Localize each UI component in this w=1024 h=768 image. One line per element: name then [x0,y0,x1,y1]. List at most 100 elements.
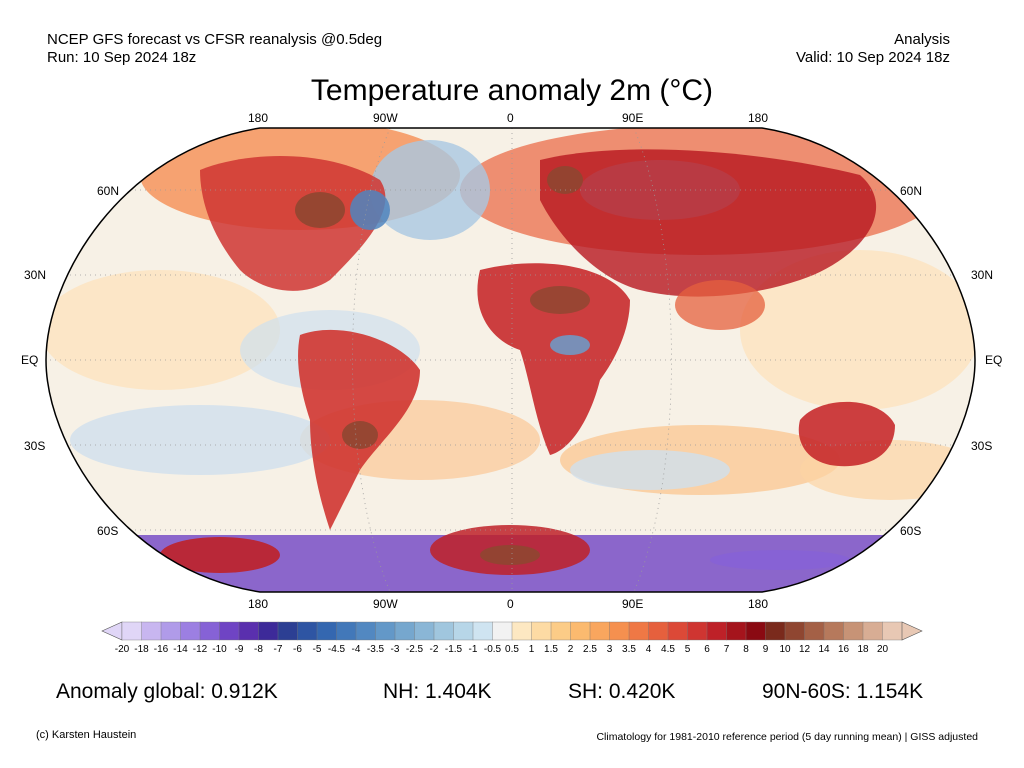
colorbar-swatch [277,621,298,641]
colorbar-tick-label: -20 [115,644,130,655]
colorbar-tick-label: 2.5 [583,644,597,655]
colorbar-swatch [472,621,493,641]
colorbar-swatch [687,621,708,641]
colorbar-swatch [648,621,669,641]
colorbar-tick-label: 16 [838,644,850,655]
colorbar-swatch [453,621,474,641]
colorbar-swatch [745,621,766,641]
colorbar-tick-label: -4.5 [328,644,346,655]
lat-label-right-30n: 30N [971,268,994,282]
colorbar-tick-label: -10 [212,644,227,655]
colorbar-tick-label: -1 [469,644,478,655]
colorbar-swatch [511,621,532,641]
lon-label-bottom-180w: 180 [248,597,269,611]
colorbar-swatch [706,621,727,641]
colorbar-tick-label: 10 [779,644,791,655]
colorbar-swatch [589,621,610,641]
colorbar-tick-label: 3 [607,644,613,655]
colorbar-swatch [355,621,376,641]
colorbar-swatch [180,621,201,641]
analysis-label: Analysis [894,31,950,48]
climatology-note: Climatology for 1981-2010 reference peri… [596,731,978,743]
colorbar-tick-label: -3.5 [367,644,385,655]
colorbar-swatch [823,621,844,641]
colorbar-tick-label: -5 [313,644,322,655]
colorbar-tick-label: 1.5 [544,644,558,655]
lat-label-right-60n: 60N [900,184,923,198]
lon-label-top-90w: 90W [373,111,398,125]
colorbar-swatch [843,621,864,641]
colorbar-swatch [297,621,318,641]
colorbar-swatch [492,621,513,641]
colorbar-swatch [882,621,903,641]
colorbar-tick-label: -6 [293,644,302,655]
stat-nh-anomaly: NH: 1.404K [383,680,492,703]
colorbar-tick-label: 1 [529,644,535,655]
lat-label-right-eq: EQ [985,353,1003,367]
lon-label-bottom-90e: 90E [622,597,644,611]
colorbar-swatch [531,621,552,641]
colorbar-swatch [765,621,786,641]
colorbar-swatch [238,621,259,641]
stat-global-anomaly: Anomaly global: 0.912K [56,680,278,703]
colorbar-swatch [784,621,805,641]
stat-arctic-anomaly: 90N-60S: 1.154K [762,680,924,703]
colorbar-extension-low [101,621,123,641]
colorbar-swatch [375,621,396,641]
colorbar-tick-label: -2 [430,644,439,655]
colorbar-swatch [628,621,649,641]
lat-label-left-30n: 30N [24,268,47,282]
colorbar-swatch [219,621,240,641]
lon-label-top-180w: 180 [248,111,269,125]
map-title: Temperature anomaly 2m (°C) [310,74,714,107]
credit: (c) Karsten Haustein [36,729,137,741]
colorbar-swatch [394,621,415,641]
lon-label-top-180e: 180 [748,111,769,125]
colorbar-tick-label: -9 [235,644,244,655]
colorbar-swatch [336,621,357,641]
colorbar-swatch [667,621,688,641]
colorbar-tick-label: -0.5 [484,644,502,655]
colorbar-swatch [160,621,181,641]
lat-label-left-30s: 30S [24,439,46,453]
colorbar-tick-label: 18 [857,644,869,655]
colorbar-tick-label: 0.5 [505,644,519,655]
colorbar-swatch [550,621,571,641]
lat-label-left-eq: EQ [21,353,39,367]
colorbar-tick-label: 9 [763,644,769,655]
colorbar-swatch [258,621,279,641]
colorbar-swatch [726,621,747,641]
colorbar-tick-label: -4 [352,644,361,655]
colorbar-swatch [199,621,220,641]
stat-sh-anomaly: SH: 0.420K [568,680,676,703]
colorbar-swatch [414,621,435,641]
run-time: Run: 10 Sep 2024 18z [47,49,197,66]
colorbar-swatch [316,621,337,641]
model-description: NCEP GFS forecast vs CFSR reanalysis @0.… [47,31,383,48]
colorbar-swatch [862,621,883,641]
colorbar-tick-label: -3 [391,644,400,655]
lat-label-left-60s: 60S [97,524,119,538]
lat-label-right-60s: 60S [900,524,922,538]
lat-label-right-30s: 30S [971,439,993,453]
valid-time: Valid: 10 Sep 2024 18z [795,49,950,66]
colorbar-tick-label: -18 [134,644,149,655]
colorbar: -20 -18 -16 -14 -12 -10 -9 -8 -7 -6 -5 -4.5 -4 -3.5 -3… [101,621,923,655]
colorbar-tick-label: 6 [704,644,710,655]
colorbar-tick-label: 5 [685,644,691,655]
colorbar-tick-label: 12 [799,644,811,655]
colorbar-tick-label: -1.5 [445,644,463,655]
colorbar-tick-label: -7 [274,644,283,655]
colorbar-tick-label: 7 [724,644,730,655]
lat-label-left-60n: 60N [97,184,120,198]
colorbar-tick-label: -2.5 [406,644,424,655]
colorbar-swatch [141,621,162,641]
colorbar-tick-label: 4 [646,644,652,655]
colorbar-swatch [121,621,142,641]
colorbar-tick-label: -16 [154,644,169,655]
lon-label-top-0: 0 [507,111,514,125]
colorbar-swatch [570,621,591,641]
colorbar-swatch [804,621,825,641]
colorbar-tick-label: -8 [254,644,263,655]
